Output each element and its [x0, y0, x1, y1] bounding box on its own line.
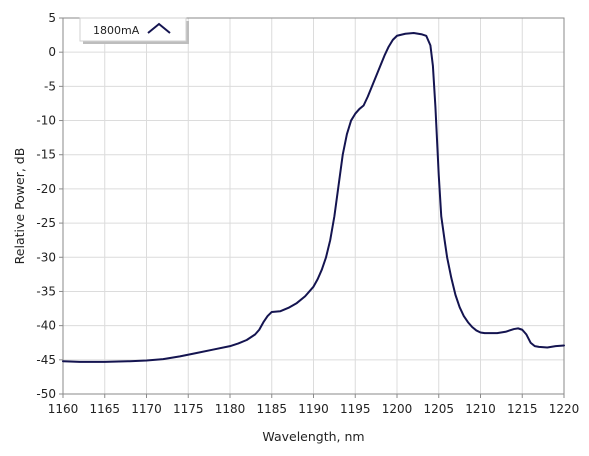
- y-tick-label: -35: [36, 284, 56, 298]
- x-tick-label: 1160: [48, 402, 79, 416]
- legend[interactable]: 1800mA: [79, 17, 189, 44]
- y-tick-label: 0: [48, 45, 56, 59]
- x-tick-label: 1205: [423, 402, 454, 416]
- y-tick-label: -50: [36, 387, 56, 401]
- x-tick-label: 1195: [340, 402, 371, 416]
- x-tick-label: 1175: [173, 402, 204, 416]
- x-tick-label: 1215: [507, 402, 538, 416]
- y-tick-label: -45: [36, 353, 56, 367]
- y-tick-label: -5: [44, 79, 56, 93]
- y-tick-label: -25: [36, 216, 56, 230]
- y-tick-label: -20: [36, 182, 56, 196]
- y-tick-label: -30: [36, 250, 56, 264]
- x-tick-label: 1180: [215, 402, 246, 416]
- x-tick-label: 1210: [465, 402, 496, 416]
- x-tick-label: 1190: [298, 402, 329, 416]
- x-tick-label: 1200: [382, 402, 413, 416]
- y-tick-label: -40: [36, 319, 56, 333]
- y-tick-label: 5: [48, 11, 56, 25]
- x-tick-label: 1185: [256, 402, 287, 416]
- series-line: [62, 32, 565, 363]
- x-axis-title: Wavelength, nm: [262, 429, 364, 444]
- x-tick-label: 1165: [89, 402, 120, 416]
- legend-swatch-icon: [147, 22, 171, 34]
- series-group: [62, 32, 565, 363]
- x-tick-label: 1170: [131, 402, 162, 416]
- x-tick-label: 1220: [549, 402, 580, 416]
- y-axis-ticks: 5 0 -5 -10 -15 -20 -25 -30 -35 -40 -45 -50: [36, 11, 63, 401]
- legend-label: 1800mA: [93, 24, 140, 37]
- y-tick-label: -10: [36, 114, 56, 128]
- y-axis-title: Relative Power, dB: [12, 148, 27, 265]
- x-axis-ticks: 1160 1165 1170 1175 1180 1185 1190 1195 1200 1205…: [48, 394, 580, 416]
- y-tick-label: -15: [36, 148, 56, 162]
